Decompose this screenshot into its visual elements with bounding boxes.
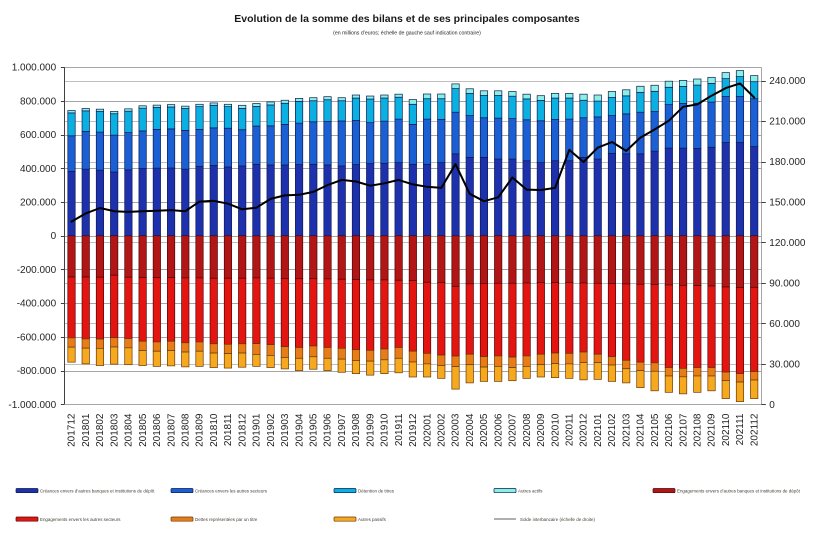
svg-text:201807: 201807: [166, 413, 177, 447]
svg-text:202102: 202102: [607, 413, 618, 447]
svg-text:202009: 202009: [536, 413, 547, 447]
svg-text:201810: 201810: [209, 413, 220, 447]
svg-text:-400.000: -400.000: [17, 299, 57, 310]
svg-text:1.000.000: 1.000.000: [12, 63, 57, 74]
svg-text:202008: 202008: [522, 413, 533, 447]
svg-text:202003: 202003: [451, 413, 462, 447]
svg-text:90.000: 90.000: [769, 278, 800, 289]
svg-text:120.000: 120.000: [769, 238, 806, 249]
svg-text:202112: 202112: [749, 413, 760, 446]
svg-text:201904: 201904: [294, 413, 305, 447]
svg-text:202001: 202001: [422, 413, 433, 447]
svg-text:Détention de titres: Détention de titres: [358, 489, 395, 494]
svg-text:Autres passifs: Autres passifs: [358, 517, 387, 522]
svg-text:202005: 202005: [479, 413, 490, 447]
svg-text:202012: 202012: [579, 413, 590, 447]
svg-text:201801: 201801: [81, 413, 92, 447]
svg-text:202109: 202109: [707, 413, 718, 447]
svg-text:202106: 202106: [664, 413, 675, 447]
svg-text:201901: 201901: [252, 413, 263, 447]
svg-text:400.000: 400.000: [20, 164, 57, 175]
svg-text:201712: 201712: [67, 413, 78, 447]
svg-text:202111: 202111: [735, 413, 746, 445]
svg-text:202007: 202007: [508, 413, 519, 447]
svg-text:600.000: 600.000: [20, 130, 57, 141]
svg-text:-200.000: -200.000: [17, 265, 57, 276]
svg-text:202010: 202010: [550, 413, 561, 447]
svg-text:201812: 201812: [237, 413, 248, 447]
svg-text:Engagements envers les autres: Engagements envers les autres secteurs: [40, 517, 121, 522]
svg-text:202107: 202107: [678, 413, 689, 447]
svg-text:201905: 201905: [309, 413, 320, 447]
svg-text:30.000: 30.000: [769, 359, 800, 370]
svg-text:201911: 201911: [394, 413, 405, 446]
svg-text:201909: 201909: [365, 413, 376, 447]
svg-text:201808: 201808: [181, 413, 192, 447]
svg-text:201809: 201809: [195, 413, 206, 447]
svg-text:202108: 202108: [693, 413, 704, 447]
svg-text:202101: 202101: [593, 413, 604, 447]
svg-text:201804: 201804: [124, 413, 135, 447]
svg-text:201805: 201805: [138, 413, 149, 447]
svg-text:210.000: 210.000: [769, 117, 806, 128]
svg-text:201811: 201811: [223, 413, 234, 446]
svg-text:(en millions d’euros; échelle: (en millions d’euros; échelle de gauche …: [333, 31, 481, 37]
svg-text:202104: 202104: [636, 413, 647, 447]
svg-text:240.000: 240.000: [769, 76, 806, 87]
svg-text:202004: 202004: [465, 413, 476, 447]
svg-text:Evolution de la somme des bila: Evolution de la somme des bilans et de s…: [234, 13, 580, 25]
svg-text:Solde interbancaire (échelle d: Solde interbancaire (échelle de droite): [520, 517, 596, 522]
svg-text:201903: 201903: [280, 413, 291, 447]
svg-text:202006: 202006: [493, 413, 504, 447]
svg-text:201910: 201910: [380, 413, 391, 447]
svg-text:202011: 202011: [565, 413, 576, 446]
svg-text:-600.000: -600.000: [17, 332, 57, 343]
svg-text:200.000: 200.000: [20, 198, 57, 209]
svg-text:150.000: 150.000: [769, 198, 806, 209]
svg-text:-1.000.000: -1.000.000: [8, 400, 56, 411]
svg-text:Dettes représentées par un tit: Dettes représentées par un titre: [195, 517, 258, 522]
svg-text:Engagements envers d’autres ba: Engagements envers d’autres banques et i…: [677, 489, 801, 494]
svg-text:201912: 201912: [408, 413, 419, 447]
svg-text:0: 0: [769, 400, 775, 411]
svg-text:201906: 201906: [323, 413, 334, 447]
svg-text:201806: 201806: [152, 413, 163, 447]
svg-text:180.000: 180.000: [769, 157, 806, 168]
svg-text:201907: 201907: [337, 413, 348, 447]
svg-text:202002: 202002: [437, 413, 448, 447]
svg-text:202110: 202110: [721, 413, 732, 446]
svg-text:0: 0: [51, 231, 57, 242]
svg-text:201803: 201803: [109, 413, 120, 447]
svg-text:202105: 202105: [650, 413, 661, 447]
svg-text:201802: 201802: [95, 413, 106, 447]
svg-text:-800.000: -800.000: [17, 366, 57, 377]
svg-text:800.000: 800.000: [20, 96, 57, 107]
svg-text:201908: 201908: [351, 413, 362, 447]
svg-text:Créances envers d’autres banqu: Créances envers d’autres banques et inst…: [40, 489, 155, 494]
svg-text:Créances envers les autres sec: Créances envers les autres secteurs: [195, 489, 268, 494]
svg-text:201902: 201902: [266, 413, 277, 447]
svg-text:Autres actifs: Autres actifs: [518, 489, 543, 494]
svg-text:202103: 202103: [621, 413, 632, 447]
svg-text:60.000: 60.000: [769, 319, 800, 330]
